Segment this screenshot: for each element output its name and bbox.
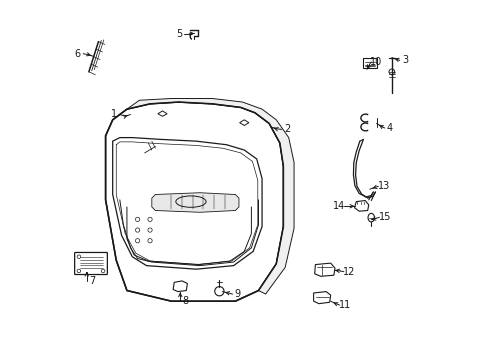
Circle shape bbox=[388, 69, 394, 75]
Polygon shape bbox=[127, 99, 293, 294]
Text: 10: 10 bbox=[370, 57, 382, 67]
Polygon shape bbox=[157, 111, 167, 116]
Polygon shape bbox=[106, 102, 283, 301]
Polygon shape bbox=[354, 201, 368, 211]
Text: 8: 8 bbox=[182, 296, 188, 306]
Ellipse shape bbox=[367, 213, 374, 222]
Text: 12: 12 bbox=[342, 267, 355, 277]
Text: 3: 3 bbox=[401, 55, 407, 65]
Bar bbox=[363, 57, 376, 68]
Polygon shape bbox=[313, 292, 330, 304]
Polygon shape bbox=[112, 137, 261, 269]
Polygon shape bbox=[173, 281, 187, 292]
Text: 15: 15 bbox=[378, 212, 390, 222]
Text: 1: 1 bbox=[111, 110, 117, 120]
Text: 2: 2 bbox=[283, 125, 289, 135]
Text: 11: 11 bbox=[338, 300, 350, 310]
Text: 6: 6 bbox=[75, 49, 81, 59]
Text: 14: 14 bbox=[332, 201, 344, 211]
Text: 5: 5 bbox=[175, 29, 182, 39]
Text: 4: 4 bbox=[386, 123, 393, 133]
Polygon shape bbox=[239, 120, 248, 126]
Text: 13: 13 bbox=[377, 181, 389, 191]
FancyBboxPatch shape bbox=[75, 252, 107, 275]
Polygon shape bbox=[314, 263, 334, 276]
Text: 9: 9 bbox=[234, 289, 241, 299]
Text: 7: 7 bbox=[89, 276, 95, 286]
Circle shape bbox=[214, 287, 224, 296]
Polygon shape bbox=[151, 193, 239, 212]
